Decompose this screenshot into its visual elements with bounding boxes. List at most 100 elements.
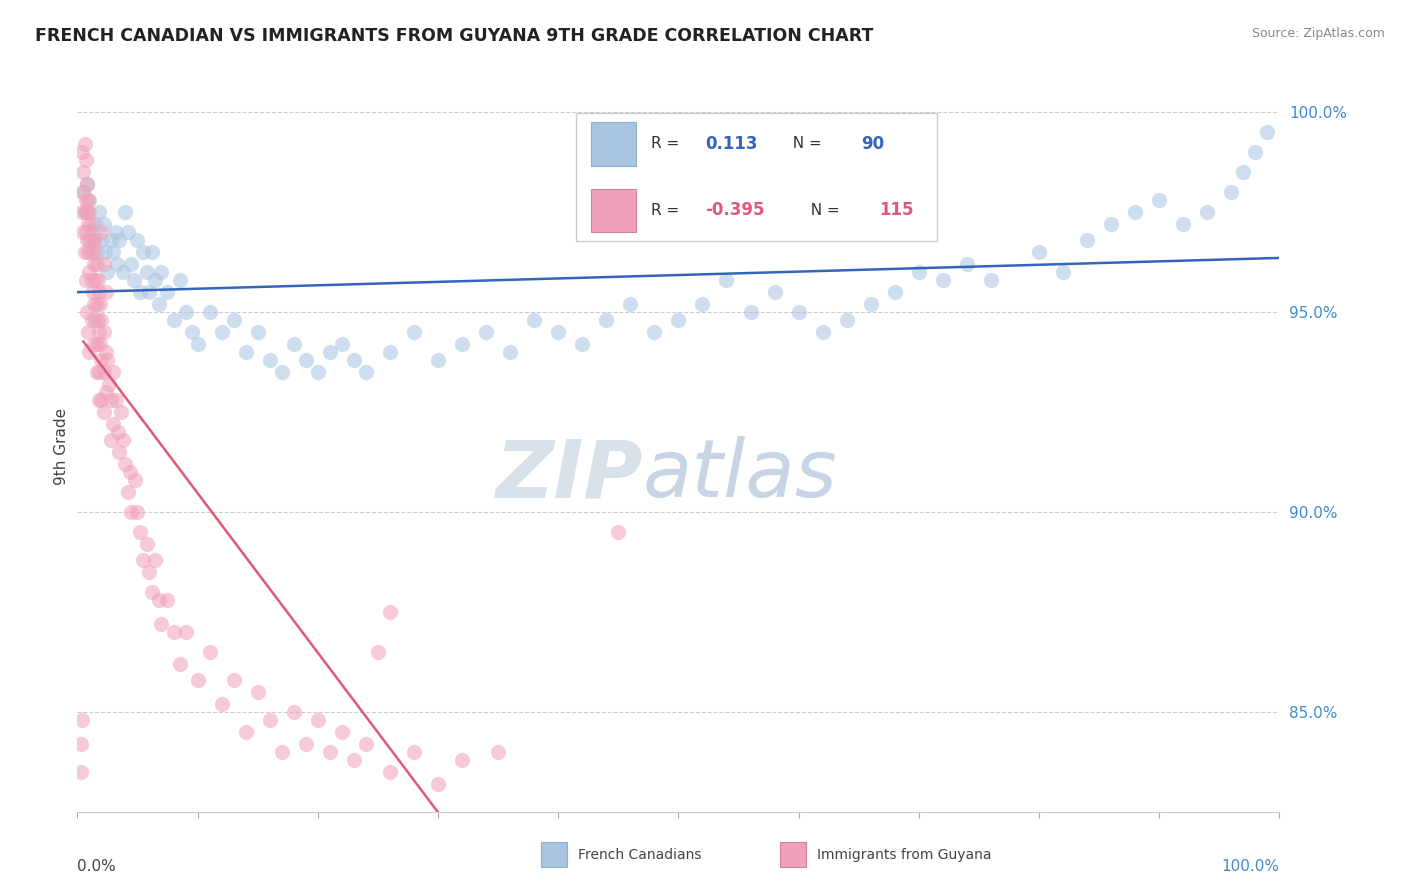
Text: 115: 115 [879,202,914,219]
Point [174,624,197,639]
Point [354,365,377,379]
Point [87,205,110,219]
Point [740,305,762,319]
Point [79,217,101,231]
Point [77,193,100,207]
Point [127,233,149,247]
Point [980,273,1002,287]
FancyBboxPatch shape [591,122,637,166]
Point [932,273,955,287]
Point [72,165,94,179]
Point [150,265,173,279]
Point [82,233,104,247]
Point [86,245,108,260]
Point [80,313,103,327]
Point [70,205,93,219]
Point [486,745,509,759]
Point [319,345,342,359]
Point [86,337,108,351]
Point [120,257,142,271]
Point [246,685,269,699]
Point [283,705,305,719]
Point [105,257,128,271]
Point [103,417,125,431]
Point [100,233,122,247]
Point [141,245,163,260]
Point [90,225,112,239]
Point [330,724,353,739]
Point [235,345,257,359]
Point [156,285,179,299]
Point [111,433,134,447]
Point [75,205,97,219]
Point [82,245,104,260]
Point [93,217,115,231]
FancyBboxPatch shape [591,188,637,233]
Point [73,245,96,260]
Point [79,245,101,260]
Point [111,265,134,279]
Point [1076,233,1098,247]
Point [150,616,173,631]
Point [367,645,389,659]
Point [1256,125,1278,139]
Point [162,313,184,327]
Point [79,345,101,359]
Point [668,313,690,327]
Point [136,265,159,279]
Point [90,313,112,327]
Point [835,313,858,327]
Point [86,365,108,379]
Point [79,233,101,247]
Point [76,205,98,219]
Point [607,524,630,539]
Point [402,325,425,339]
Point [93,325,115,339]
Point [643,325,665,339]
Point [83,337,105,351]
Point [1052,265,1074,279]
Point [114,205,136,219]
Point [96,353,118,368]
Point [169,657,191,671]
Point [96,265,118,279]
Point [136,537,159,551]
Point [84,313,107,327]
Point [222,313,245,327]
Point [138,285,160,299]
Point [145,273,167,287]
Point [82,285,104,299]
Point [120,505,142,519]
Point [1232,165,1254,179]
Point [222,673,245,687]
Point [72,185,94,199]
Text: R =: R = [651,203,683,218]
Point [87,313,110,327]
Point [319,745,342,759]
Point [1028,245,1050,260]
Point [108,233,131,247]
Point [186,337,209,351]
Point [451,337,474,351]
Point [148,297,170,311]
Point [270,745,292,759]
Point [87,325,110,339]
Point [77,325,100,339]
Point [307,713,329,727]
Text: Source: ZipAtlas.com: Source: ZipAtlas.com [1251,27,1385,40]
Point [1220,185,1243,199]
Point [211,697,233,711]
Point [354,737,377,751]
Point [93,257,115,271]
Point [956,257,979,271]
Point [80,225,103,239]
Point [104,392,127,407]
Point [122,273,145,287]
Point [76,178,98,192]
Point [169,273,191,287]
Point [307,365,329,379]
Text: -0.395: -0.395 [704,202,765,219]
Point [84,217,107,231]
Point [75,273,97,287]
Point [79,205,101,219]
